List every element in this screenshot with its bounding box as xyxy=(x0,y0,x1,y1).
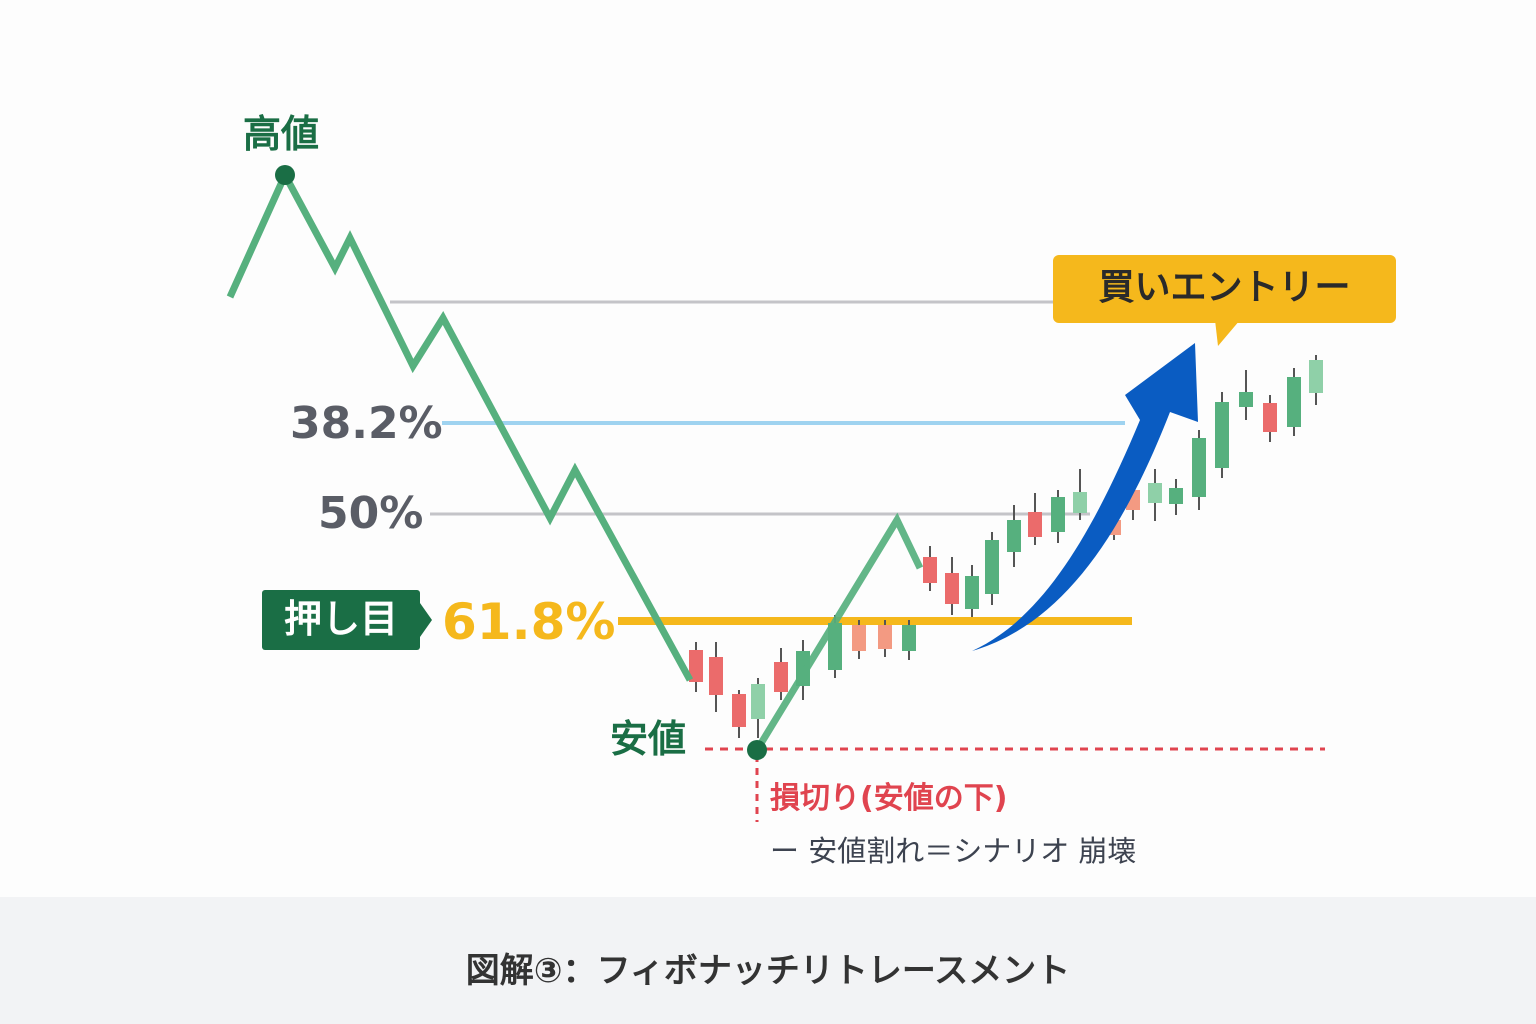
candlesticks xyxy=(689,355,1323,738)
high-label: 高値 xyxy=(243,112,320,156)
pullback-badge-shape xyxy=(262,590,432,650)
bullish-candle xyxy=(751,678,765,738)
bullish-candle xyxy=(1169,479,1183,515)
bearish-candle xyxy=(689,642,703,692)
candle-body xyxy=(1239,392,1253,407)
candle-body xyxy=(709,657,723,695)
candle-body xyxy=(1007,520,1021,552)
stop-loss-label: 損切り(安値の下) xyxy=(770,781,1008,816)
candle-body xyxy=(902,625,916,651)
bearish-candle xyxy=(709,642,723,712)
bullish-candle xyxy=(1239,370,1253,420)
bullish-candle xyxy=(1309,355,1323,405)
candle-body xyxy=(1215,402,1229,468)
footer-band xyxy=(0,897,1536,1024)
candle-body xyxy=(1028,512,1042,537)
bullish-candle xyxy=(902,620,916,660)
low-label: 安値 xyxy=(610,717,687,761)
bearish-candle xyxy=(1028,493,1042,545)
bearish-candle xyxy=(878,620,892,657)
fib-50-label: 50% xyxy=(318,488,424,539)
candle-body xyxy=(878,625,892,649)
bearish-candle xyxy=(774,648,788,700)
candle-body xyxy=(689,650,703,682)
bullish-candle xyxy=(1287,368,1301,436)
bearish-candle xyxy=(1263,395,1277,442)
stop-loss-note: ー 安値割れ＝シナリオ 崩壊 xyxy=(770,834,1137,868)
buy-entry-callout xyxy=(1053,255,1396,346)
price-path-down xyxy=(226,167,694,682)
candle-body xyxy=(985,540,999,594)
candle-body xyxy=(828,623,842,670)
buy-entry-label: 買いエントリー xyxy=(1098,267,1351,308)
candle-body xyxy=(965,576,979,609)
candle-body xyxy=(732,694,746,727)
price-path-up xyxy=(754,512,924,752)
fib-382-label: 38.2% xyxy=(290,398,443,449)
candle-body xyxy=(1309,360,1323,393)
bullish-candle xyxy=(1192,430,1206,510)
bearish-candle xyxy=(852,620,866,659)
candle-body xyxy=(751,684,765,719)
figure-caption: 図解③：フィボナッチリトレースメント xyxy=(465,951,1071,991)
candle-body xyxy=(1169,488,1183,504)
candle-body xyxy=(1192,438,1206,497)
candle-body xyxy=(1287,377,1301,427)
bullish-candle xyxy=(965,565,979,617)
bearish-candle xyxy=(732,690,746,738)
candle-body xyxy=(774,662,788,692)
candle-body xyxy=(1073,492,1087,513)
bearish-candle xyxy=(923,546,937,591)
bullish-candle xyxy=(1073,469,1087,520)
bullish-candle xyxy=(1051,490,1065,543)
bullish-candle xyxy=(1007,505,1021,567)
candle-body xyxy=(1263,403,1277,432)
low-point-marker xyxy=(747,740,767,760)
pullback-badge: 押し目 xyxy=(284,597,399,641)
candle-body xyxy=(1148,483,1162,503)
bearish-candle xyxy=(945,557,959,615)
fib-618-label: 61.8% xyxy=(442,593,616,651)
bullish-candle xyxy=(1148,469,1162,521)
candle-body xyxy=(1051,497,1065,532)
high-point-marker xyxy=(275,165,295,185)
bullish-candle xyxy=(985,532,999,605)
candle-body xyxy=(852,625,866,651)
candle-body xyxy=(945,573,959,604)
candle-body xyxy=(923,557,937,583)
bullish-candle xyxy=(1215,392,1229,478)
up-arrow-icon xyxy=(972,343,1198,651)
